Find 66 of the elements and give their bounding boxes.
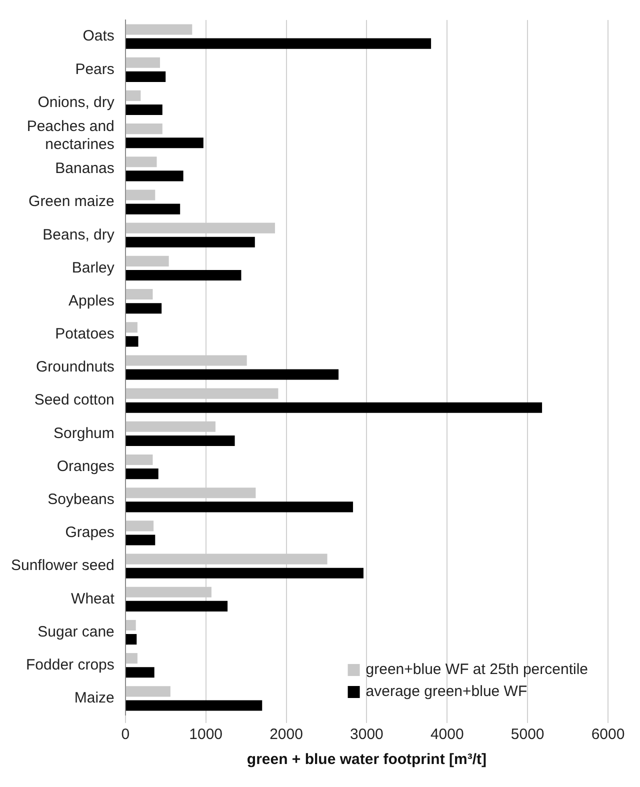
bar	[126, 303, 162, 314]
bar	[126, 38, 432, 49]
bar	[126, 520, 154, 532]
y-tick-label: Fodder crops	[26, 656, 114, 674]
y-tick-label: Apples	[68, 292, 114, 310]
bar	[126, 322, 138, 333]
bar	[126, 236, 255, 248]
bar	[126, 270, 242, 281]
y-tick-label: Sugar cane	[38, 623, 114, 640]
bar	[126, 289, 153, 300]
x-axis-title: green + blue water footprint [m³/t]	[246, 751, 486, 768]
bar	[126, 138, 204, 148]
bar	[126, 170, 184, 182]
y-tick-label: Green maize	[28, 193, 114, 210]
y-tick-label: Seed cotton	[34, 392, 114, 409]
y-tick-label: Grapes	[65, 524, 114, 542]
y-tick-label: Maize	[74, 690, 114, 707]
bar	[126, 336, 138, 347]
y-tick-label: Peaches and nectarines	[26, 118, 114, 153]
x-tick-label: 1000	[189, 726, 223, 744]
y-tick-label: Wheat	[71, 590, 116, 608]
bar	[126, 502, 354, 512]
x-tick-label: 3000	[350, 726, 384, 744]
x-tick-label: 0	[121, 726, 130, 744]
y-tick-label: Barley	[72, 259, 115, 276]
bar	[126, 620, 136, 631]
bar	[126, 402, 542, 413]
y-tick-label: Pears	[75, 60, 114, 78]
legend-label: green+blue WF at 25th percentile	[366, 661, 588, 678]
y-tick-label: Groundnuts	[36, 358, 114, 376]
y-tick-label: Sunflower seed	[10, 557, 114, 574]
bar	[126, 71, 166, 82]
bar	[126, 24, 192, 35]
bar	[126, 190, 156, 200]
y-tick-label: Soybeans	[48, 491, 114, 508]
bar	[126, 435, 235, 446]
bar	[126, 124, 162, 134]
bar	[126, 667, 154, 678]
bar	[126, 700, 262, 711]
bar	[126, 468, 158, 480]
x-tick-label: 5000	[510, 726, 544, 744]
bar	[126, 653, 138, 664]
bar	[126, 256, 169, 266]
bar	[126, 204, 180, 214]
y-tick-label: Oats	[82, 28, 114, 45]
legend-label: average green+blue WF	[366, 683, 528, 700]
bar	[126, 634, 137, 645]
x-tick-label: 2000	[270, 726, 303, 744]
bar	[126, 568, 364, 578]
bar	[126, 104, 162, 116]
bar	[126, 534, 156, 546]
y-tick-label: Bananas	[55, 160, 114, 178]
bar	[126, 156, 157, 168]
bar	[126, 369, 339, 380]
y-tick-label: Potatoes	[55, 326, 114, 343]
y-tick-label: Sorghum	[54, 424, 114, 442]
bar	[126, 454, 153, 466]
y-tick-label: Beans, dry	[42, 226, 115, 244]
x-tick-label: 6000	[591, 726, 625, 744]
x-tick-label: 4000	[430, 726, 464, 744]
y-tick-label: Oranges	[56, 458, 114, 475]
y-tick-label: Onions, dry	[38, 94, 115, 111]
bar	[126, 90, 141, 101]
bar	[126, 57, 160, 68]
bar	[126, 600, 228, 612]
bar	[126, 686, 170, 697]
